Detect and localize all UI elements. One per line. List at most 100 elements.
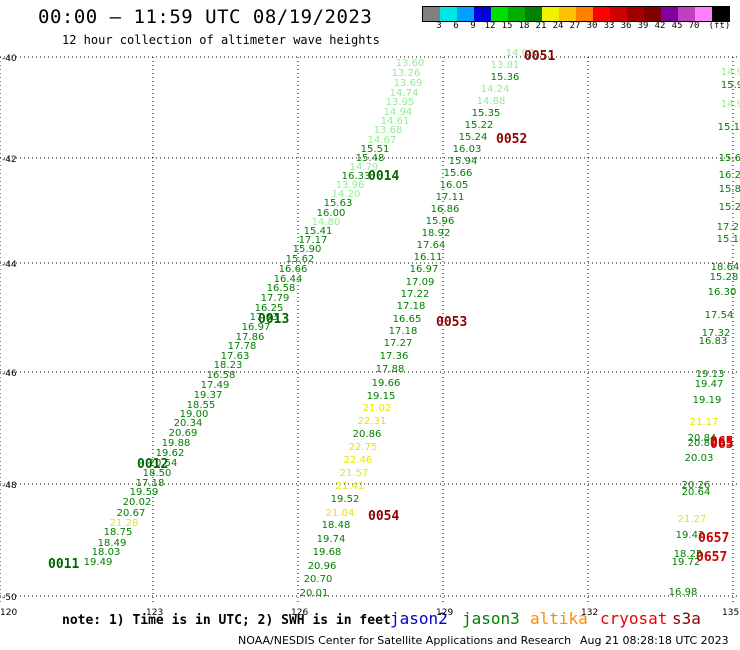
color-swatch bbox=[610, 7, 627, 21]
wave-height-value: 17.18 bbox=[397, 301, 426, 312]
wave-height-value: 20.03 bbox=[685, 453, 714, 464]
pass-time-tag: 0053 bbox=[436, 315, 467, 330]
color-swatch bbox=[474, 7, 491, 21]
wave-height-value: 17.49 bbox=[201, 380, 230, 391]
wave-height-value: 19.13 bbox=[696, 369, 725, 380]
wave-height-value: 16.33 bbox=[342, 171, 371, 182]
color-swatch bbox=[593, 7, 610, 21]
latitude-label: -42 bbox=[2, 155, 17, 165]
color-scale-label: 15 bbox=[501, 21, 513, 31]
wave-height-value: 19.74 bbox=[317, 534, 346, 545]
wave-height-value: 15.23 bbox=[719, 202, 740, 213]
color-scale-label: 12 bbox=[484, 21, 496, 31]
wave-height-value: 19.37 bbox=[194, 390, 223, 401]
pass-time-tag: 0012 bbox=[137, 457, 168, 472]
satellite-legend-item: s3a bbox=[672, 609, 701, 628]
wave-height-value: 20.01 bbox=[300, 588, 329, 599]
wave-height-value: 14.9 bbox=[721, 99, 740, 110]
wave-height-value: 16.44 bbox=[274, 274, 303, 285]
wave-height-value: 17.88 bbox=[376, 364, 405, 375]
wave-height-value: 15.80 bbox=[719, 184, 740, 195]
wave-height-value: 15.48 bbox=[356, 153, 385, 164]
wave-height-value: 16.25 bbox=[255, 303, 284, 314]
wave-height-value: 18.50 bbox=[143, 468, 172, 479]
wave-height-value: 19.66 bbox=[372, 378, 401, 389]
wave-height-value: 15.36 bbox=[491, 72, 520, 83]
wave-height-value: 21.27 bbox=[678, 514, 707, 525]
wave-height-value: 14.61 bbox=[381, 116, 410, 127]
wave-height-value: 20.54 bbox=[149, 458, 178, 469]
wave-height-value: 15.28 bbox=[710, 272, 739, 283]
latitude-label: -46 bbox=[2, 369, 17, 379]
wave-height-value: 15.94 bbox=[449, 156, 478, 167]
color-swatch bbox=[559, 7, 576, 21]
color-swatch bbox=[525, 7, 542, 21]
wave-height-value: 17.11 bbox=[436, 192, 465, 203]
longitude-label: 120 bbox=[0, 608, 17, 618]
color-scale-label: 3 bbox=[436, 21, 442, 31]
color-swatch bbox=[423, 7, 440, 21]
color-swatch bbox=[627, 7, 644, 21]
color-scale-label: 36 bbox=[620, 21, 632, 31]
longitude-label: 123 bbox=[146, 608, 163, 618]
wave-height-value: 16.86 bbox=[431, 204, 460, 215]
wave-height-value: 17.54 bbox=[705, 310, 734, 321]
color-scale-label: 27 bbox=[569, 21, 581, 31]
wave-height-value: 15.66 bbox=[444, 168, 473, 179]
wave-height-value: 19.19 bbox=[693, 395, 722, 406]
pass-time-tag: 0052 bbox=[496, 132, 527, 147]
wave-height-value: 20.67 bbox=[117, 508, 146, 519]
pass-time-tag: 0011 bbox=[48, 557, 79, 572]
pass-time-tag: 0657 bbox=[698, 531, 729, 546]
wave-height-value: 18.92 bbox=[422, 228, 451, 239]
wave-height-value: 18.49 bbox=[98, 538, 127, 549]
satellite-legend-item: cryosat bbox=[600, 609, 668, 628]
wave-height-value: 18.03 bbox=[92, 547, 121, 558]
generation-timestamp: Aug 21 08:28:18 UTC 2023 bbox=[580, 634, 729, 647]
wave-height-value: 19.49 bbox=[84, 557, 113, 568]
wave-height-value: 16.83 bbox=[699, 336, 728, 347]
wave-height-value: 19.59 bbox=[130, 487, 159, 498]
wave-height-value: 15.51 bbox=[361, 144, 390, 155]
longitude-label: 126 bbox=[291, 608, 308, 618]
wave-height-value: 15.63 bbox=[324, 198, 353, 209]
wave-height-value: 20.69 bbox=[169, 428, 198, 439]
longitude-label: 129 bbox=[436, 608, 453, 618]
color-swatch bbox=[712, 7, 729, 21]
satellite-legend-item: jason3 bbox=[462, 609, 520, 628]
wave-height-value: 15.22 bbox=[465, 120, 494, 131]
pass-time-tag: 0014 bbox=[368, 169, 399, 184]
wave-height-value: 19.47 bbox=[695, 379, 724, 390]
wave-height-value: 16.65 bbox=[393, 314, 422, 325]
wave-height-value: 19.88 bbox=[162, 438, 191, 449]
wave-height-value: 18.48 bbox=[322, 520, 351, 531]
wave-height-value: 19.68 bbox=[313, 547, 342, 558]
color-swatch bbox=[440, 7, 457, 21]
latitude-label: -40 bbox=[2, 54, 17, 64]
wave-height-value: 19.62 bbox=[156, 448, 185, 459]
map-title: 00:00 – 11:59 UTC 08/19/2023 bbox=[38, 6, 373, 28]
wave-height-value: 13.60 bbox=[396, 58, 425, 69]
satellite-legend-item: altika bbox=[530, 609, 588, 628]
wave-height-value: 15.62 bbox=[286, 254, 315, 265]
color-swatch bbox=[644, 7, 661, 21]
map-subtitle: 12 hour collection of altimeter wave hei… bbox=[62, 33, 380, 47]
wave-height-value: 14.88 bbox=[477, 96, 506, 107]
pass-time-tag: 0054 bbox=[368, 509, 399, 524]
wave-height-value: 13.68 bbox=[374, 125, 403, 136]
wave-height-value: 14.9 bbox=[721, 67, 740, 78]
wave-height-value: 20.70 bbox=[304, 574, 333, 585]
wave-height-value: 16.27 bbox=[719, 170, 740, 181]
wave-height-value: 20.34 bbox=[174, 418, 203, 429]
color-scale-bar bbox=[422, 6, 730, 22]
wave-height-value: 17.27 bbox=[384, 338, 413, 349]
color-scale-label: 70 bbox=[688, 21, 700, 31]
wave-height-value: 20.96 bbox=[308, 561, 337, 572]
wave-height-value: 21.17 bbox=[690, 417, 719, 428]
wave-height-value: 22.75 bbox=[349, 442, 378, 453]
color-scale-label: 33 bbox=[603, 21, 615, 31]
wave-height-value: 17.86 bbox=[236, 332, 265, 343]
color-scale-label: 24 bbox=[552, 21, 564, 31]
wave-height-value: 14.74 bbox=[390, 88, 419, 99]
pass-time-tag: 065 bbox=[710, 437, 733, 452]
